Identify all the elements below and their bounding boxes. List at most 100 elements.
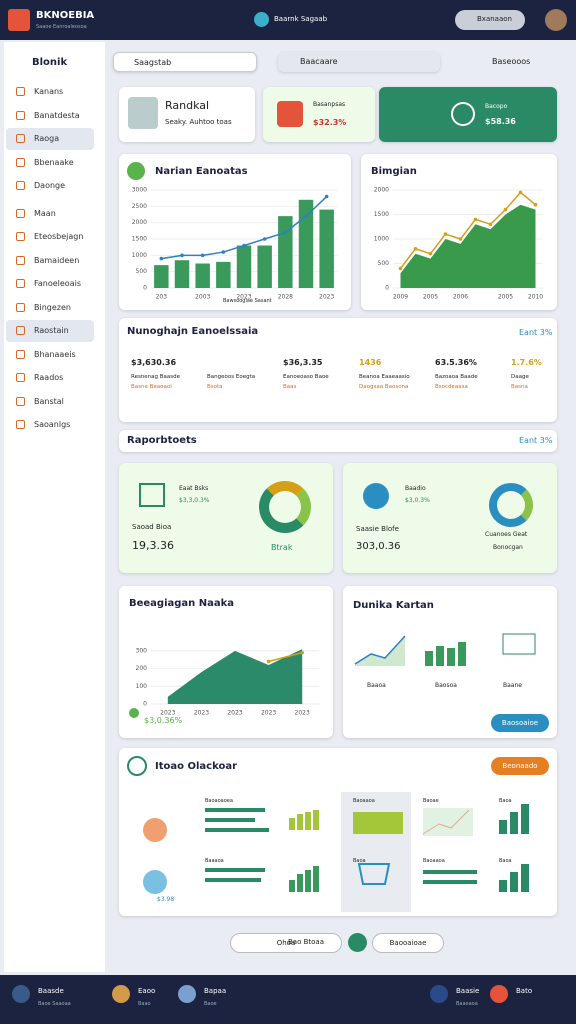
header-search[interactable]: Bxanaaon [455, 10, 525, 30]
inventory-title: Itoao Olackoar [155, 761, 238, 772]
trend-chart-title: Bimgian [371, 166, 417, 177]
icon [12, 985, 30, 1003]
taskbar: Baasde Baoe Saaoaa Eaoo Baao Bapaa Baoe Baasie… [0, 975, 576, 1024]
avatar [545, 9, 567, 31]
taskbar-items-1-sub: Baao [138, 1001, 151, 1007]
box [143, 818, 167, 842]
icon [16, 279, 25, 288]
inventory-labels-6: Baoaaoa [423, 858, 445, 864]
box [499, 880, 507, 892]
stats-items-1-label: Bangeoos Eoegta [207, 374, 256, 380]
icon [16, 255, 25, 265]
y-tick-label: 2000 [374, 187, 389, 194]
point [200, 253, 205, 258]
sidebar-items-1: Banatdesta [34, 110, 80, 120]
inventory-graphics [143, 804, 529, 894]
x-tick-label: 2005 [498, 294, 513, 301]
box [521, 804, 529, 834]
mini-panel-labels-1: Baosoa [435, 682, 457, 689]
area-chart-title: Beeagiagan Naaka [129, 598, 235, 609]
sidebar-items-4: Daonge [34, 181, 66, 190]
x-tick-label: 2023 [261, 710, 276, 717]
stats-link[interactable]: Eant 3% [519, 328, 553, 337]
icon [16, 373, 25, 382]
toolbar-search[interactable]: Saagstab [113, 52, 257, 72]
point [533, 202, 538, 207]
box [355, 636, 405, 666]
y-tick-label: 3000 [132, 187, 147, 194]
inventory-labels-5: Baoa [353, 858, 366, 864]
taskbar-items-0-title: Baasde [38, 987, 64, 995]
sidebar-items-8: Fanoeleoais [34, 279, 81, 288]
box [423, 808, 473, 836]
toolbar-menu[interactable]: Baseooos [492, 57, 531, 66]
y-tick-label: 500 [378, 260, 390, 267]
sidebar-items-10: Raostain [34, 326, 69, 335]
line [268, 651, 303, 663]
kpi-1-value: $58.36 [485, 117, 516, 126]
stats-items-5-sub: Basna [511, 384, 528, 390]
icon [490, 985, 508, 1003]
inventory-price: $3.98 [157, 896, 175, 903]
inventory-button[interactable]: Beonaado [491, 757, 549, 775]
bar [257, 245, 272, 288]
box: Basanpsas $32.3% [263, 87, 375, 142]
box [205, 868, 265, 872]
y-tick-label: 0 [385, 285, 389, 292]
point [473, 217, 478, 222]
box: Dunika Kartan Baaoa Baosoa Baane Baosoaioe [343, 586, 557, 738]
stats-items-3-sub: Daogsaa Baosona [359, 384, 409, 390]
toolbar-filter[interactable]: Baacaare [278, 52, 440, 72]
x-tick-label: 203 [156, 294, 168, 301]
sidebar-items-0: Kanans [34, 87, 64, 96]
reports-link[interactable]: Eant 3% [519, 436, 553, 445]
box [521, 864, 529, 892]
taskbar-items-2-sub: Baoe [204, 1001, 217, 1007]
sidebar-items-2: Raoga [34, 134, 60, 143]
footer-buttons-0[interactable]: Ohoa [230, 933, 342, 953]
point [503, 207, 508, 212]
box [313, 810, 319, 830]
point [262, 237, 267, 241]
line [399, 191, 536, 269]
box [357, 863, 391, 885]
mini-panel-button[interactable]: Baosoaioe [491, 714, 549, 732]
box: Raporbtoets Eant 3% [119, 430, 557, 452]
box: Bimgian 0 500 1000 1500 2000 2009 2005 2006 2005… [361, 154, 557, 310]
icon [254, 12, 269, 27]
y-tick-label: 1000 [374, 236, 389, 243]
stats-items-3-value: 1436 [359, 358, 382, 367]
y-tick-label: 1500 [374, 211, 389, 218]
sidebar-items-5: Maan [34, 208, 56, 218]
point [242, 243, 246, 248]
inventory-labels-2: Baoae [423, 798, 439, 804]
box [289, 880, 295, 892]
box: Nunoghajn Eanoelssaia Eant 3% $3,630.36 R… [119, 318, 557, 422]
x-tick-label: 2010 [528, 294, 543, 301]
cards-0-name: Saoad Bioa [132, 523, 172, 531]
inventory-labels-3: Baoa [499, 798, 512, 804]
x-tick-label: 2023 [319, 294, 334, 301]
icon [16, 420, 25, 429]
cards-0-value: 19,3.36 [132, 539, 174, 552]
bar [236, 245, 252, 288]
box [458, 642, 466, 666]
box [205, 828, 269, 832]
area [167, 649, 303, 704]
bar [278, 216, 293, 288]
chart: 0 100 200 300 2023 2023 2023 2023 2023 [136, 647, 319, 717]
footer-buttons-1[interactable]: Bao Btoaa [288, 938, 325, 946]
icon [16, 134, 25, 143]
stats-items-2-value: $36,3.35 [283, 358, 323, 367]
legend-swatch [129, 708, 139, 718]
icon [16, 157, 25, 167]
point [458, 237, 463, 241]
icon [16, 396, 25, 406]
box: Beeagiagan Naaka 0 100 200 300 2023 2023 2023 2… [119, 586, 333, 738]
footer-buttons-2[interactable]: Baooaioae [372, 933, 444, 953]
header: BKNOEBIA Saaoe Eanroaleosoa Baarnk Sagaa… [0, 0, 576, 40]
taskbar-items-3-title: Baasie [456, 987, 480, 995]
mini-charts [354, 633, 536, 666]
cards-1-name: Saasie Blofe [356, 525, 399, 533]
box [205, 818, 255, 822]
